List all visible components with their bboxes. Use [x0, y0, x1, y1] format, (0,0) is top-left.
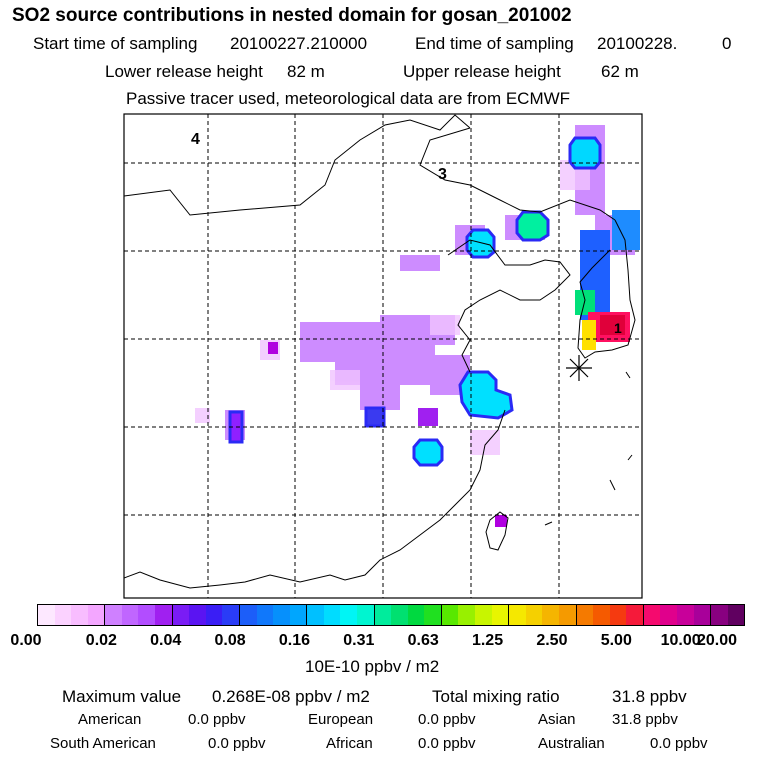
colorbar-swatch	[644, 605, 661, 625]
colorbar-tick-label: 10.00	[661, 633, 701, 649]
region-name: American	[78, 712, 141, 727]
colorbar-swatch	[509, 605, 526, 625]
max-value-label: Maximum value	[62, 688, 181, 705]
pale-plume	[195, 160, 590, 455]
max-value: 0.268E-08 ppbv / m2	[212, 688, 370, 705]
colorbar-swatch	[155, 605, 173, 625]
colorbar-swatch	[206, 605, 223, 625]
colorbar-swatch	[138, 605, 155, 625]
colorbar-swatch	[458, 605, 475, 625]
concentration-blobs	[230, 138, 600, 465]
colorbar-swatch	[122, 605, 139, 625]
colorbar-tick-label: 0.00	[10, 633, 41, 649]
colorbar-swatch	[375, 605, 392, 625]
colorbar-tick-label: 0.31	[343, 633, 374, 649]
region-name: African	[326, 736, 373, 751]
colorbar-swatch	[340, 605, 357, 625]
colorbar-tick-label: 0.04	[150, 633, 181, 649]
colorbar-swatch	[728, 605, 745, 625]
colorbar-swatch	[660, 605, 677, 625]
colorbar-swatch	[307, 605, 324, 625]
colorbar-swatch	[290, 605, 308, 625]
region-value: 0.0 ppbv	[418, 712, 476, 727]
colorbar-swatch	[173, 605, 190, 625]
colorbar-swatch	[542, 605, 559, 625]
colorbar	[37, 604, 745, 626]
colorbar-tick-label: 2.50	[536, 633, 567, 649]
colorbar-swatch	[273, 605, 290, 625]
colorbar-tick-label: 0.02	[86, 633, 117, 649]
colorbar-tick-label: 0.63	[408, 633, 439, 649]
region-value: 31.8 ppbv	[612, 712, 678, 727]
total-mixing-label: Total mixing ratio	[432, 688, 560, 705]
colorbar-swatch	[577, 605, 594, 625]
colorbar-swatch	[559, 605, 577, 625]
colorbar-tick-label: 0.16	[279, 633, 310, 649]
region-value: 0.0 ppbv	[418, 736, 476, 751]
region-name: European	[308, 712, 373, 727]
colorbar-swatch	[257, 605, 274, 625]
colorbar-swatch	[593, 605, 610, 625]
colorbar-swatch	[442, 605, 459, 625]
colorbar-units: 10E-10 ppbv / m2	[305, 658, 439, 675]
colorbar-swatch	[357, 605, 375, 625]
colorbar-swatch	[240, 605, 257, 625]
colorbar-swatch	[105, 605, 122, 625]
region-name: Asian	[538, 712, 576, 727]
colorbar-swatch	[526, 605, 543, 625]
colorbar-swatch	[475, 605, 492, 625]
colorbar-tick-label: 5.00	[601, 633, 632, 649]
colorbar-swatch	[694, 605, 712, 625]
colorbar-swatch	[38, 605, 55, 625]
region-value: 0.0 ppbv	[188, 712, 246, 727]
station-marker-icon	[566, 355, 592, 381]
colorbar-tick-label: 20.00	[697, 633, 737, 649]
colorbar-swatch	[626, 605, 644, 625]
region-name: Australian	[538, 736, 605, 751]
colorbar-swatch	[492, 605, 510, 625]
total-mixing-value: 31.8 ppbv	[612, 688, 687, 705]
region-label-3: 3	[438, 166, 447, 183]
colorbar-swatch	[324, 605, 341, 625]
colorbar-swatch	[408, 605, 425, 625]
region-name: South American	[50, 736, 156, 751]
colorbar-swatch	[88, 605, 106, 625]
region-label-1: 1	[614, 320, 622, 336]
colorbar-tick-label: 1.25	[472, 633, 503, 649]
colorbar-swatch	[424, 605, 442, 625]
region-value: 0.0 ppbv	[650, 736, 708, 751]
colorbar-swatch	[711, 605, 728, 625]
colorbar-swatch	[189, 605, 206, 625]
colorbar-swatch	[222, 605, 240, 625]
colorbar-swatch	[55, 605, 72, 625]
colorbar-swatch	[677, 605, 694, 625]
region-label-4: 4	[191, 131, 200, 148]
colorbar-swatch	[610, 605, 627, 625]
colorbar-tick-label: 0.08	[215, 633, 246, 649]
region-value: 0.0 ppbv	[208, 736, 266, 751]
footprint-map: 4 3 1	[0, 0, 768, 768]
colorbar-swatch	[391, 605, 408, 625]
colorbar-swatch	[71, 605, 88, 625]
